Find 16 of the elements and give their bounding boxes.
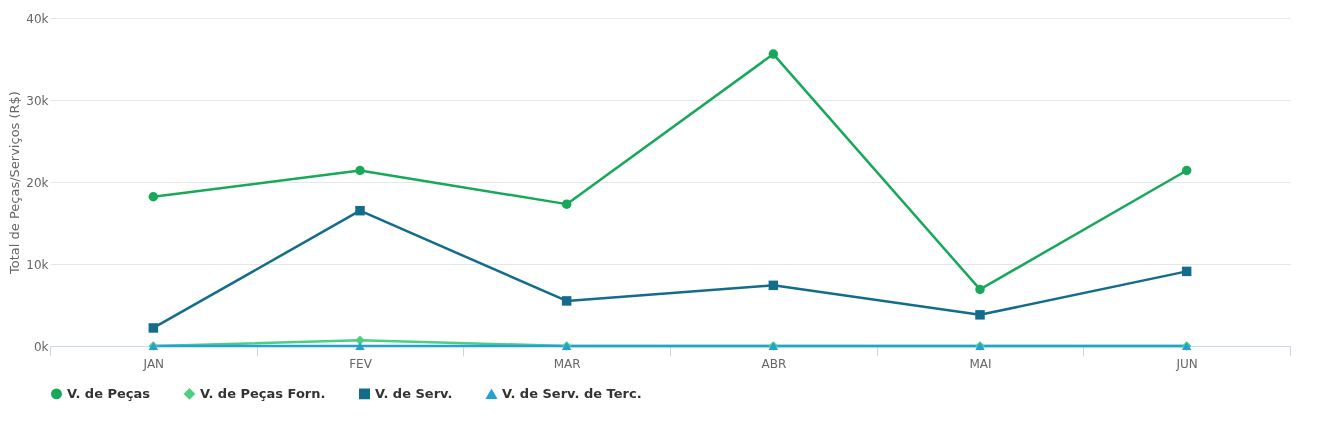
legend-label: V. de Peças	[67, 385, 151, 401]
x-tick-label: ABR	[761, 356, 787, 371]
legend-label: V. de Serv.	[375, 385, 453, 401]
y-tick-label: 10k	[26, 257, 49, 272]
y-axis-title: Total de Peças/Serviços (R$)	[7, 91, 23, 275]
y-tick-label: 20k	[26, 175, 49, 190]
x-tick-label: MAR	[553, 356, 581, 371]
x-tick-label: MAI	[969, 356, 992, 371]
x-tick-label: JAN	[142, 356, 165, 371]
y-tick-label: 0k	[33, 339, 49, 354]
y-tick-label: 30k	[26, 93, 49, 108]
y-tick-label: 40k	[26, 11, 49, 26]
x-tick-label: FEV	[349, 356, 373, 371]
legend-label: V. de Peças Forn.	[200, 385, 326, 401]
legend-label: V. de Serv. de Terc.	[502, 386, 642, 402]
x-tick-label: JUN	[1175, 356, 1198, 371]
